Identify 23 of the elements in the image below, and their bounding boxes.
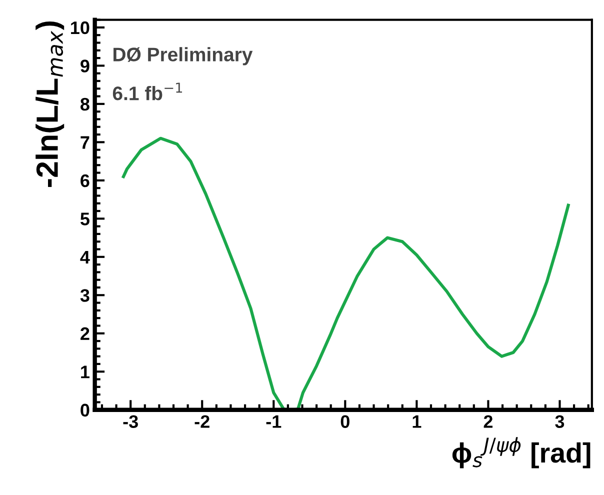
y-tick-label: 5 bbox=[80, 212, 90, 226]
x-tick-label: 3 bbox=[555, 415, 564, 428]
annotation: DØ Preliminary bbox=[114, 47, 253, 66]
annotation: 6.1 fb$^{−1}$ bbox=[112, 82, 182, 100]
y-tick-label: 2 bbox=[80, 327, 90, 340]
x-axis-title: ϕ$_{s}$$^{J/ψϕ}$ [rad] bbox=[452, 437, 590, 468]
x-tick-label: 2 bbox=[484, 415, 493, 428]
y-tick-label: 1 bbox=[81, 366, 90, 378]
x-tick-label: -3 bbox=[123, 415, 138, 428]
y-tick-label: 6 bbox=[80, 174, 90, 188]
x-tick-label: -2 bbox=[194, 415, 210, 428]
y-tick-label: 8 bbox=[80, 98, 90, 111]
y-tick-label: 4 bbox=[80, 251, 90, 264]
x-tick-label: 1 bbox=[412, 415, 422, 428]
y-tick-label: 7 bbox=[80, 136, 90, 149]
y-tick-label: 9 bbox=[80, 60, 90, 72]
x-tick-label: 0 bbox=[340, 415, 350, 428]
y-axis-title: -2ln(L/L$_{max}$) bbox=[36, 21, 64, 187]
y-tick-label: 0 bbox=[80, 404, 90, 417]
y-tick-label: 10 bbox=[71, 21, 90, 34]
line-series bbox=[122, 136, 570, 410]
y-tick-label: 3 bbox=[80, 289, 90, 302]
x-tick-label: -1 bbox=[266, 415, 282, 428]
